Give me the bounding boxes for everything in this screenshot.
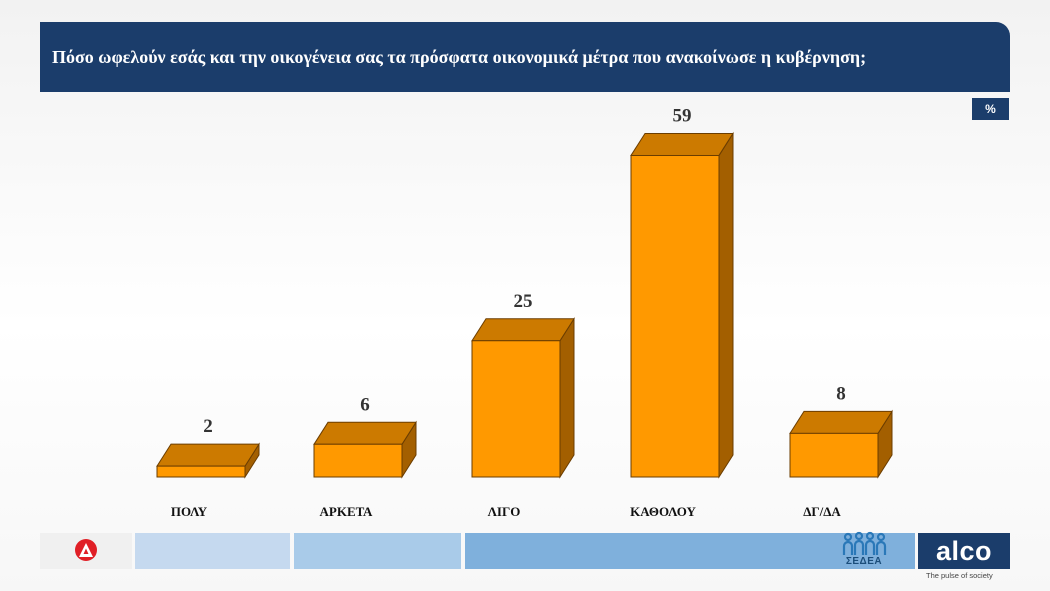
footer-strip-2 (294, 533, 461, 569)
bar-value-label: 25 (514, 291, 533, 312)
people-icon (842, 531, 887, 555)
channel-logo-icon (75, 539, 97, 561)
category-label: ΔΓ/ΔΑ (803, 504, 841, 519)
alco-tagline: The pulse of society (926, 571, 993, 580)
bar-front (471, 340, 561, 478)
bar-front (789, 432, 879, 478)
sedea-label: ΣΕΔΕΑ (845, 556, 883, 567)
category-label: ΛΙΓΟ (488, 504, 521, 519)
bar-side (559, 317, 575, 479)
unit-badge: % (972, 98, 1009, 120)
bar-top (630, 132, 734, 156)
alco-logo: alco (918, 533, 1010, 569)
bar-side (718, 131, 734, 479)
category-label: ΠΟΛΥ (171, 504, 208, 519)
bar-value-label: 8 (836, 383, 846, 404)
bar-top (789, 410, 893, 434)
sedea-logo: ΣΕΔΕΑ (834, 531, 894, 575)
bar-front (630, 154, 720, 478)
bar-value-label: 2 (203, 416, 213, 437)
title-bar: Πόσο ωφελούν εσάς και την οικογένεια σας… (40, 22, 1010, 92)
chart-title: Πόσο ωφελούν εσάς και την οικογένεια σας… (52, 46, 867, 67)
footer-strip-3 (465, 533, 915, 569)
bar-value-label: 59 (673, 105, 692, 126)
bar-top (156, 443, 260, 467)
bar-2 (313, 420, 417, 479)
bar-4 (630, 131, 734, 479)
footer-strip-1 (135, 533, 290, 569)
bar-front (313, 443, 403, 478)
bar-3 (471, 317, 575, 479)
bar-5 (789, 409, 893, 479)
channel-logo (40, 533, 132, 569)
bar-top (313, 421, 417, 445)
bar-front (156, 465, 246, 478)
category-label: ΚΑΘΟΛΟΥ (630, 504, 696, 519)
alco-brand: alco (935, 535, 993, 566)
bar-1 (156, 442, 260, 479)
category-label: ΑΡΚΕΤΑ (320, 504, 374, 519)
bar-top (471, 318, 575, 342)
bar-value-label: 6 (360, 394, 370, 415)
